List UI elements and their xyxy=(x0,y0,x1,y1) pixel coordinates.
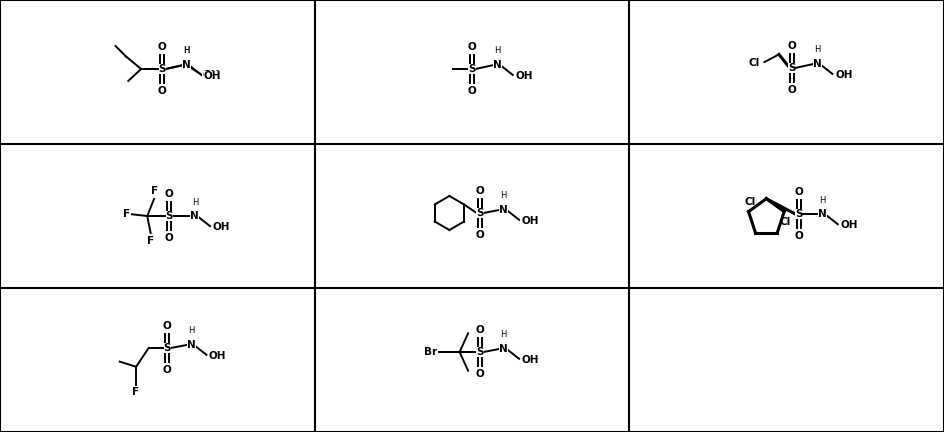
Text: N: N xyxy=(493,60,502,70)
Text: H: H xyxy=(495,46,500,55)
Text: N: N xyxy=(187,340,195,349)
Text: H: H xyxy=(819,196,826,205)
Text: F: F xyxy=(132,387,140,397)
Text: H: H xyxy=(500,330,507,339)
Text: OH: OH xyxy=(515,71,532,81)
Text: F: F xyxy=(147,235,154,245)
Text: O: O xyxy=(467,42,477,52)
Text: N: N xyxy=(499,205,508,215)
Text: O: O xyxy=(467,86,477,96)
Text: S: S xyxy=(468,64,476,74)
Text: F: F xyxy=(151,187,159,197)
Text: O: O xyxy=(163,321,172,331)
Text: N: N xyxy=(191,211,199,221)
Text: OH: OH xyxy=(840,220,858,230)
Text: H: H xyxy=(500,191,507,200)
Text: H: H xyxy=(192,198,198,206)
Text: O: O xyxy=(163,365,172,375)
Text: O: O xyxy=(787,85,796,95)
Text: S: S xyxy=(159,64,166,74)
Text: O: O xyxy=(476,186,484,196)
Text: N: N xyxy=(182,60,191,70)
Text: S: S xyxy=(795,209,802,219)
Text: S: S xyxy=(477,347,483,357)
Text: S: S xyxy=(163,343,171,353)
Text: Cl: Cl xyxy=(745,197,756,206)
Text: OH: OH xyxy=(522,355,539,365)
Text: O: O xyxy=(476,325,484,335)
Text: S: S xyxy=(477,208,483,218)
Text: O: O xyxy=(476,369,484,379)
Text: N: N xyxy=(818,209,827,219)
Text: N: N xyxy=(499,343,508,354)
Text: O: O xyxy=(165,233,174,243)
Text: O: O xyxy=(794,187,803,197)
Text: OH: OH xyxy=(835,70,852,80)
Text: H: H xyxy=(183,46,190,55)
Text: N: N xyxy=(182,60,191,70)
Text: Br: Br xyxy=(424,347,437,357)
Text: O: O xyxy=(787,41,796,51)
Text: H: H xyxy=(814,45,820,54)
Text: S: S xyxy=(788,63,796,73)
Text: Cl: Cl xyxy=(749,58,760,68)
Text: F: F xyxy=(123,209,130,219)
Text: O: O xyxy=(165,189,174,199)
Text: O: O xyxy=(476,230,484,240)
Text: O: O xyxy=(158,86,167,96)
Text: OH: OH xyxy=(212,222,230,232)
Text: N: N xyxy=(813,59,821,69)
Text: Cl: Cl xyxy=(780,217,791,227)
Text: O: O xyxy=(794,231,803,241)
Text: OH: OH xyxy=(522,216,539,226)
Text: S: S xyxy=(165,211,173,221)
Text: OH: OH xyxy=(202,70,220,80)
Text: OH: OH xyxy=(209,351,227,361)
Text: OH: OH xyxy=(204,71,222,81)
Text: O: O xyxy=(158,42,167,52)
Text: H: H xyxy=(183,46,190,55)
Text: H: H xyxy=(188,326,194,335)
